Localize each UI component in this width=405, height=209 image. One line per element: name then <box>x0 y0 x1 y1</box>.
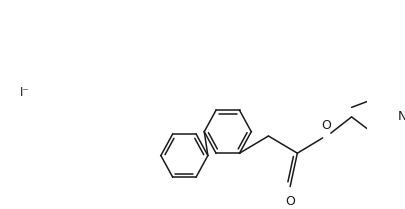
Text: O: O <box>284 195 294 208</box>
Text: N: N <box>396 110 405 124</box>
Text: I⁻: I⁻ <box>20 86 30 99</box>
Text: O: O <box>320 119 330 132</box>
